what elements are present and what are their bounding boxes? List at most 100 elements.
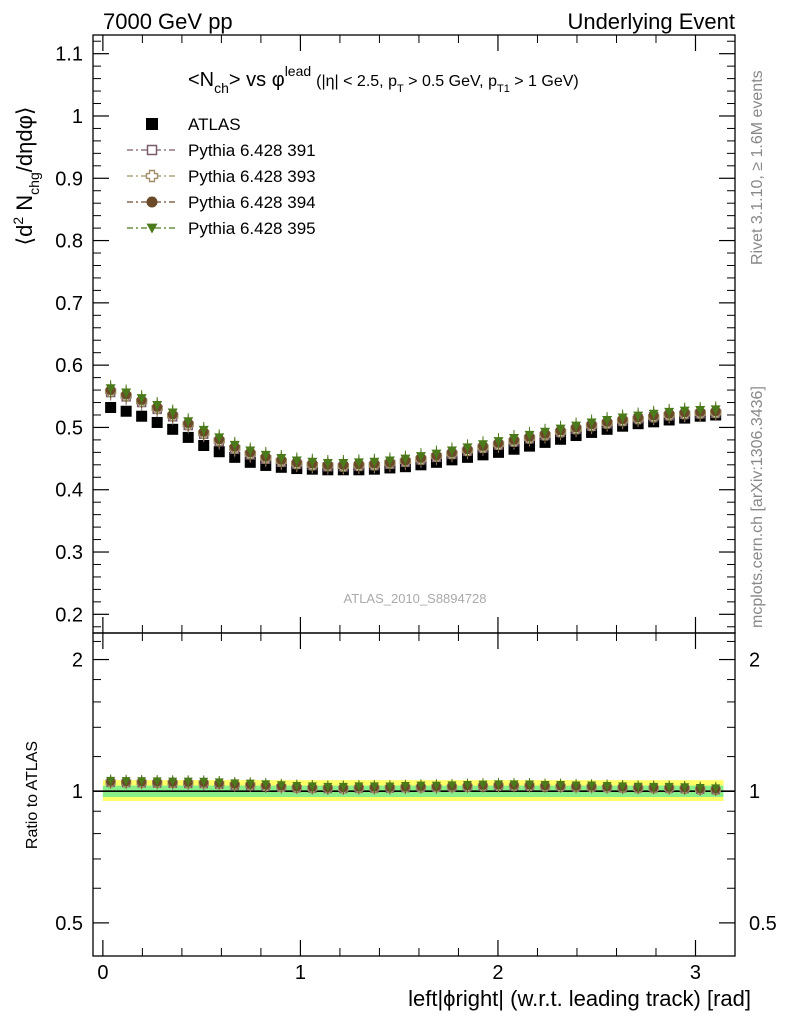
data-point: [136, 410, 148, 422]
x-tick-label: 3: [690, 962, 701, 984]
data-point: [276, 453, 287, 463]
x-tick-label: 2: [492, 962, 503, 984]
ratio-point: [509, 780, 519, 789]
ratio-point: [571, 781, 581, 790]
data-point: [695, 405, 706, 415]
ratio-point: [680, 783, 690, 792]
data-point: [648, 409, 659, 419]
data-point: [462, 443, 473, 453]
data-point: [167, 408, 178, 418]
y-tick-label: 0.4: [55, 480, 83, 502]
legend-marker: [146, 144, 158, 156]
ratio-tick-label-right: 2: [749, 650, 760, 672]
data-point: [121, 388, 132, 398]
legend-entry: ATLAS: [146, 115, 241, 134]
y-tick-label: 0.9: [55, 168, 83, 190]
y-tick-label: 0.7: [55, 293, 83, 315]
ratio-panel-frame: [92, 632, 736, 957]
ratio-series-layer: [105, 774, 721, 797]
ratio-y-ticks: 0.5 0.5 1 1 2 2: [55, 640, 777, 935]
ratio-point: [556, 781, 566, 790]
ratio-point: [137, 777, 147, 786]
ratio-tick-label-right: 0.5: [749, 913, 777, 935]
data-point: [540, 427, 551, 437]
data-point: [183, 417, 194, 427]
ratio-point: [385, 782, 395, 791]
ratio-point: [276, 781, 286, 790]
ratio-point: [695, 783, 705, 793]
data-point: [105, 384, 116, 394]
data-point: [322, 458, 333, 468]
ratio-point: [664, 782, 674, 791]
data-point: [493, 437, 504, 447]
ratio-series-p395: [106, 774, 721, 794]
ratio-point: [462, 781, 472, 790]
y-tick-label: 1.1: [55, 44, 83, 66]
legend-label: Pythia 6.428 391: [188, 141, 316, 160]
legend-entry: Pythia 6.428 395: [127, 219, 316, 238]
ratio-tick-label: 2: [72, 650, 83, 672]
data-point: [214, 433, 225, 443]
ratio-point: [292, 782, 302, 791]
ratio-tick-label: 0.5: [55, 913, 83, 935]
data-point: [120, 405, 132, 417]
ratio-point: [540, 780, 550, 790]
ratio-point: [307, 782, 317, 791]
data-point: [167, 423, 179, 435]
series-p395: [105, 380, 721, 471]
data-point: [291, 456, 302, 466]
data-point: [369, 457, 380, 467]
data-point: [152, 401, 163, 411]
data-point: [664, 407, 675, 417]
header-right: Underlying Event: [567, 9, 735, 34]
data-point: [307, 457, 318, 467]
legend-marker: [146, 223, 158, 234]
data-point: [198, 440, 210, 452]
legend-label: Pythia 6.428 393: [188, 167, 316, 186]
data-point: [617, 413, 628, 423]
series-atlas: [105, 402, 722, 476]
x-tick-label: 1: [295, 962, 306, 984]
ratio-point: [587, 781, 597, 790]
data-point: [710, 405, 721, 415]
legend-entry: Pythia 6.428 393: [127, 167, 316, 186]
ratio-point: [400, 782, 410, 791]
main-y-ticks: 0.2 0.3 0.4 0.5 0.6 0.7 0.8 0.9 1 1.1: [55, 40, 735, 628]
ratio-point: [261, 780, 271, 789]
header-left: 7000 GeV pp: [103, 9, 233, 34]
data-point: [446, 446, 457, 456]
data-point: [400, 454, 411, 464]
y-tick-label: 0.5: [55, 417, 83, 439]
ratio-tick-label: 1: [72, 781, 83, 803]
data-point: [136, 394, 147, 404]
ratio-point: [431, 781, 441, 790]
data-point: [477, 440, 488, 450]
y-tick-label: 0.2: [55, 604, 83, 626]
legend-marker: [146, 118, 158, 130]
y-tick-label: 1: [72, 106, 83, 128]
data-point: [229, 451, 241, 463]
series-p394: [105, 382, 721, 473]
ratio-point: [602, 781, 612, 791]
data-point: [198, 425, 209, 435]
ratio-point: [354, 782, 364, 791]
ratio-point: [214, 778, 224, 787]
data-point: [338, 458, 349, 468]
data-point: [679, 406, 690, 416]
data-point: [633, 411, 644, 421]
ratio-point: [478, 780, 488, 789]
y-tick-label: 0.3: [55, 542, 83, 564]
ratio-point: [633, 782, 643, 791]
ratio-point: [618, 782, 628, 791]
data-point: [105, 402, 117, 414]
rivet-label: Rivet 3.1.10, ≥ 1.6M events: [749, 70, 766, 265]
data-point: [213, 446, 225, 458]
ratio-point: [323, 782, 333, 791]
ratio-point: [494, 780, 504, 789]
data-point: [586, 418, 597, 428]
legend-label: ATLAS: [188, 115, 241, 134]
x-ticks: 0 1 2 3: [97, 35, 701, 984]
data-point: [431, 449, 442, 459]
